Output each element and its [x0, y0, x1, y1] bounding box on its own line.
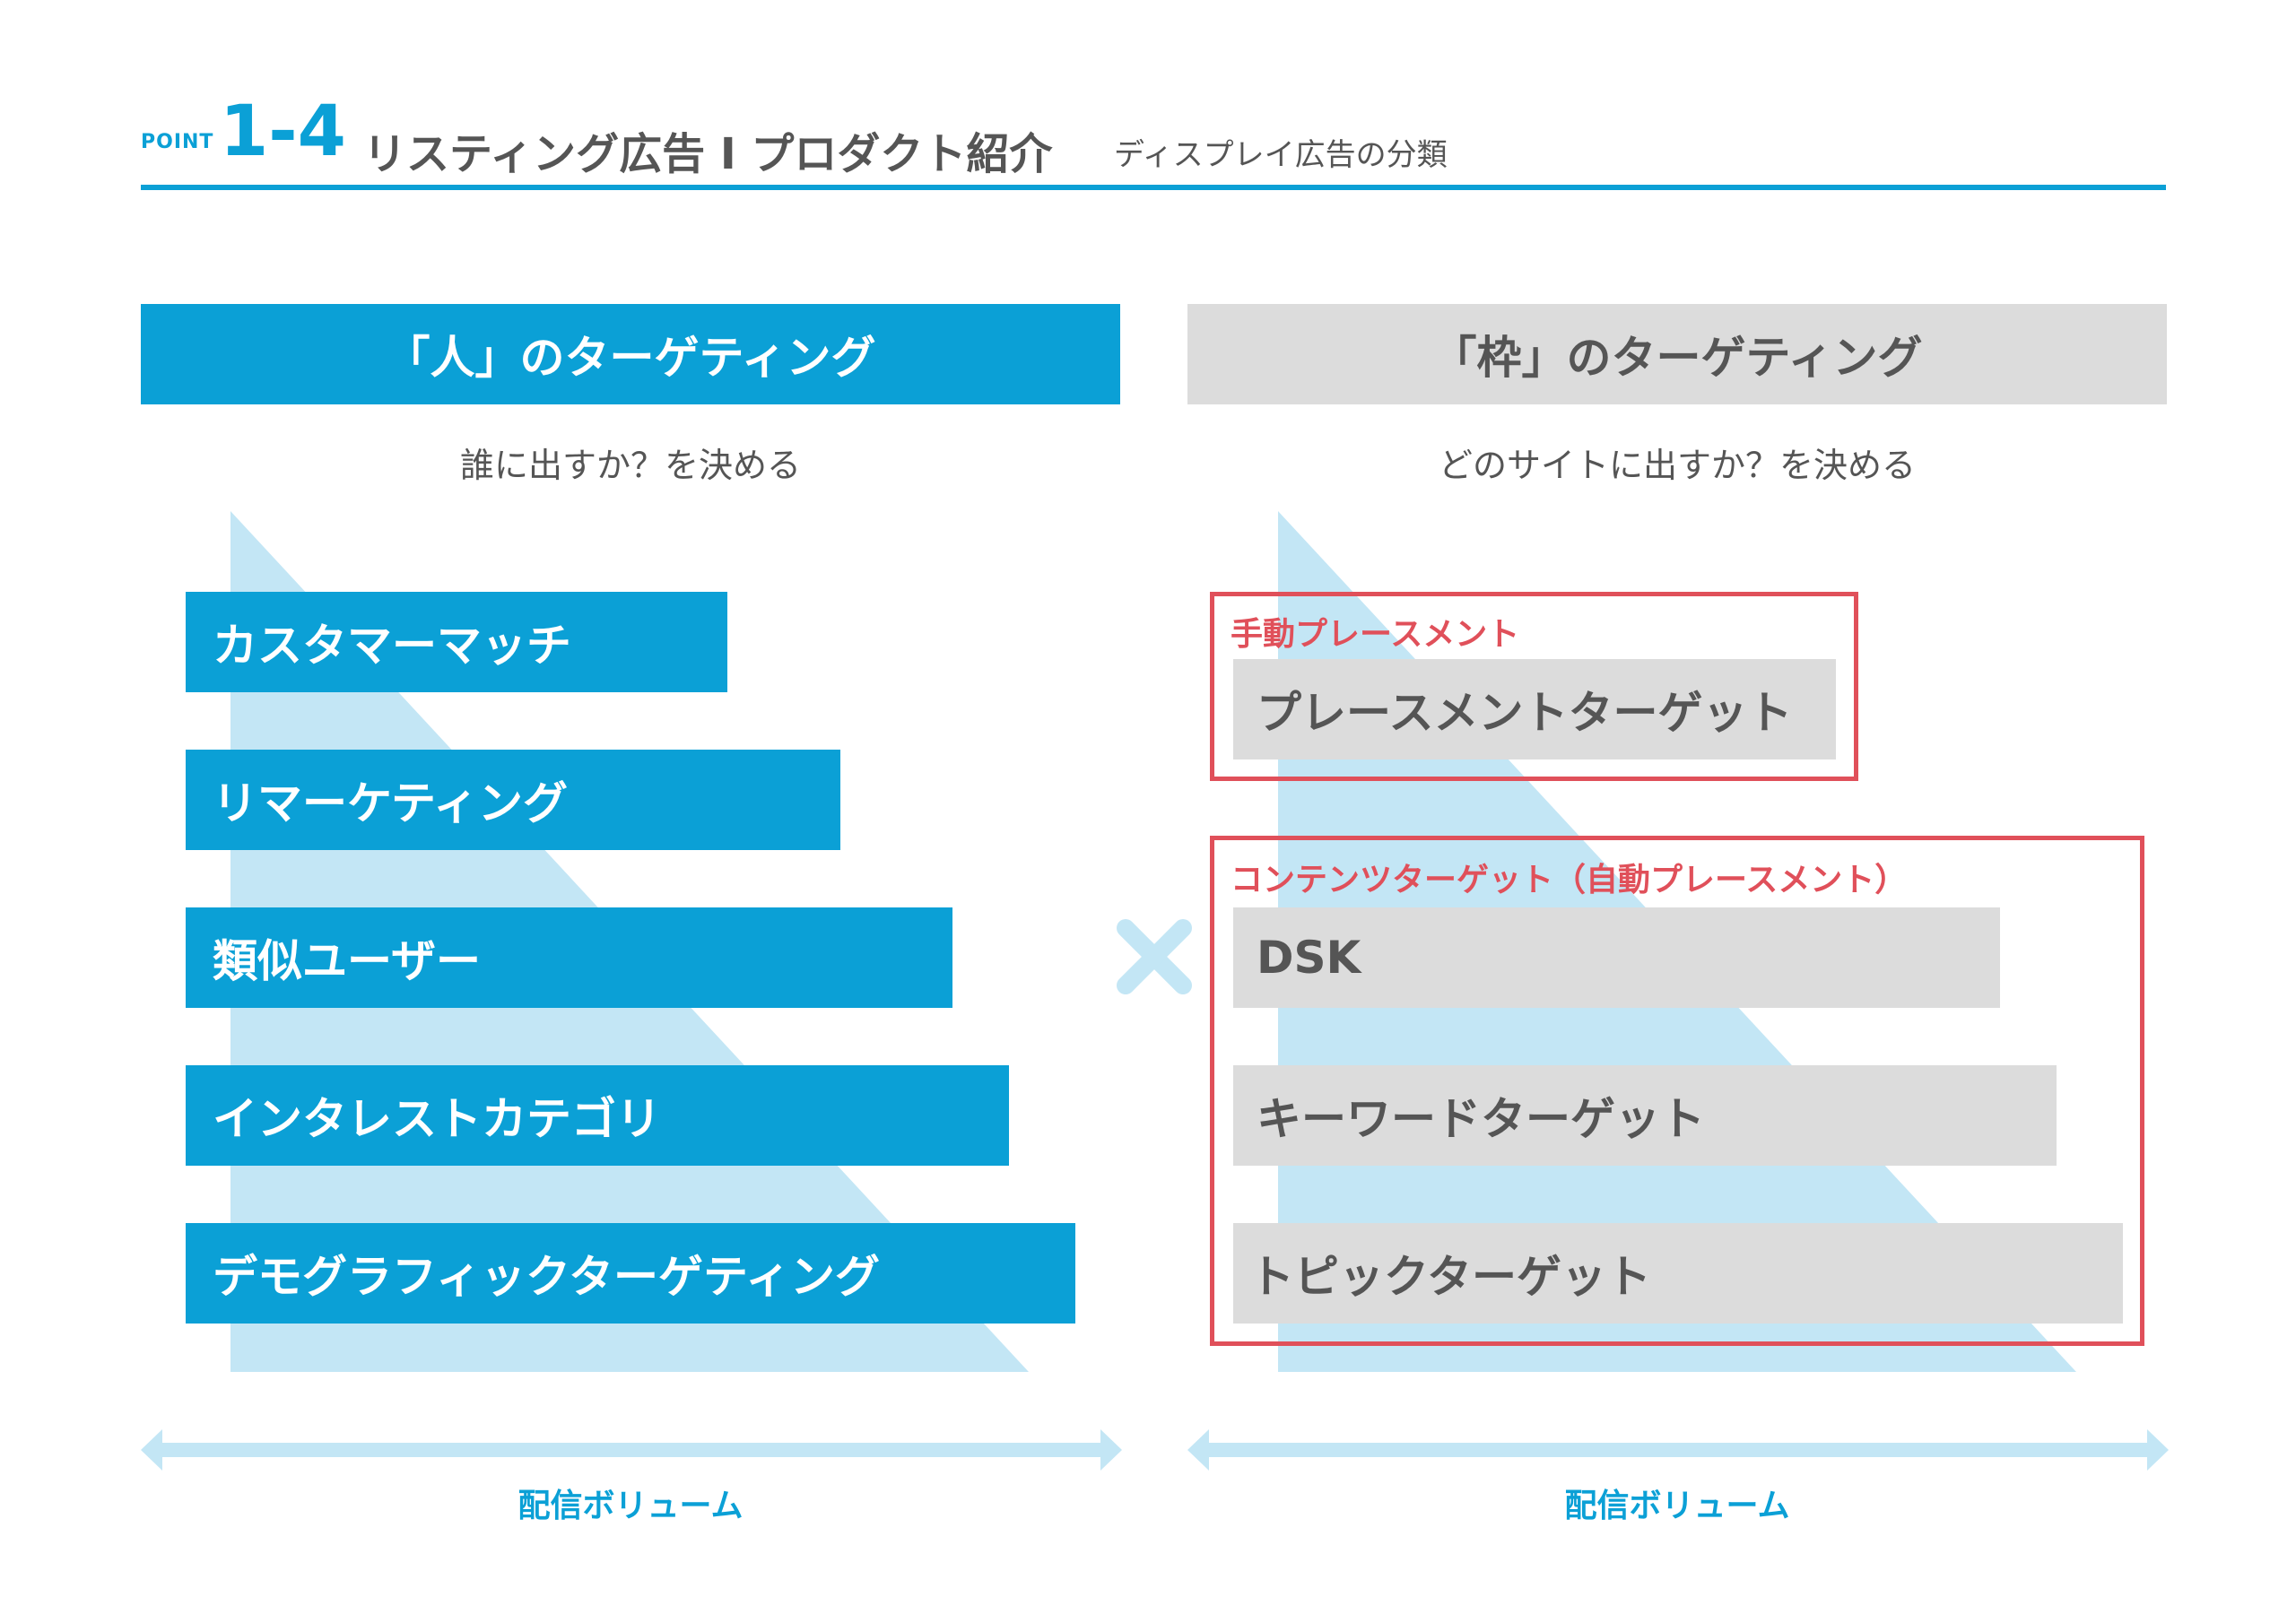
list-item-remarketing: リマーケティング — [186, 750, 840, 850]
point-label: POINT — [141, 131, 214, 153]
placement-targeting-header: 「枠」のターゲティング — [1187, 304, 2167, 404]
volume-label-right: 配信ボリューム — [1564, 1488, 1790, 1524]
list-item-topic-target: トピックターゲット — [1233, 1223, 2123, 1324]
placement-targeting-subtext: どのサイトに出すか？を決める — [1438, 446, 1916, 485]
times-icon — [1117, 919, 1192, 994]
content-target-box — [1210, 836, 2144, 1346]
manual-placement-box — [1210, 592, 1858, 781]
point-number: 1-4 — [220, 91, 346, 172]
manual-placement-label: 手動プレースメント — [1231, 616, 1520, 653]
volume-arrow-right — [1187, 1429, 2169, 1471]
list-item-demographic-targeting: デモグラフィックターゲティング — [186, 1223, 1075, 1324]
people-targeting-subtext: 誰に出すか？を決める — [459, 446, 801, 485]
list-item-similar-users: 類似ユーザー — [186, 907, 952, 1008]
content-target-label: コンテンツターゲット（自動プレースメント） — [1231, 862, 1908, 898]
people-targeting-header: 「人」のターゲティング — [141, 304, 1120, 404]
page-title: リスティング広告 I プロダクト紹介 — [363, 129, 1053, 179]
list-item-dsk: DSK — [1233, 907, 2000, 1008]
volume-arrow-left — [141, 1429, 1122, 1471]
list-item-customer-match: カスタマーマッチ — [186, 592, 727, 692]
list-item-interest-category: インタレストカテゴリ — [186, 1065, 1009, 1166]
volume-label-left: 配信ボリューム — [517, 1488, 744, 1524]
list-item-keyword-target: キーワードターゲット — [1233, 1065, 2057, 1166]
list-item-placement-target: プレースメントターゲット — [1233, 659, 1836, 759]
header-divider — [141, 185, 2166, 190]
page-subtitle: ディスプレイ広告の分類 — [1114, 137, 1448, 173]
